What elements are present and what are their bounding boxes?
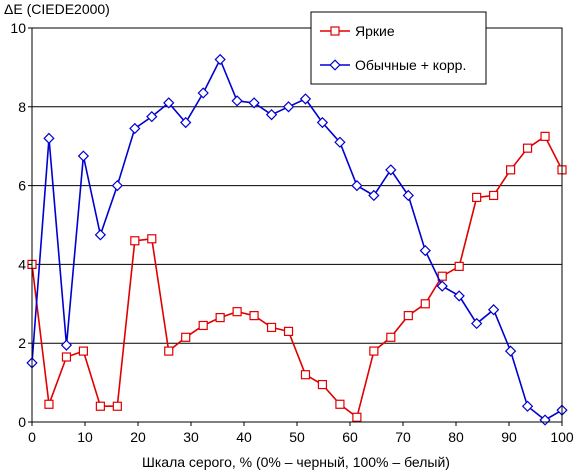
data-point: [505, 165, 516, 175]
data-point: [351, 179, 363, 192]
y-tick-label: 4: [18, 256, 26, 272]
data-point: [266, 322, 277, 333]
data-point: [129, 122, 141, 135]
data-point: [248, 97, 260, 109]
data-point: [369, 346, 379, 356]
data-point: [78, 346, 89, 356]
data-point: [146, 111, 158, 123]
plot-area-border: [31, 27, 563, 423]
y-tick-label: 0: [18, 414, 26, 430]
data-point: [249, 311, 259, 321]
data-point: [282, 101, 295, 113]
data-point: [420, 299, 430, 309]
legend-label: Обычные + корр.: [355, 57, 466, 73]
data-point: [352, 412, 362, 422]
data-point: [436, 280, 448, 292]
data-point: [299, 93, 312, 105]
data-point: [317, 379, 328, 390]
data-point: [43, 132, 55, 144]
x-tick-label: 50: [289, 429, 305, 445]
data-point: [231, 95, 243, 107]
data-point: [198, 320, 208, 331]
data-point: [540, 131, 550, 141]
x-tick-label: 90: [501, 429, 517, 445]
x-tick-label: 80: [448, 429, 464, 445]
legend-box: [310, 11, 487, 85]
data-point: [504, 345, 517, 357]
data-point: [283, 326, 294, 336]
data-point: [232, 307, 242, 317]
data-point: [215, 312, 225, 323]
series-line: [31, 135, 563, 419]
data-point: [368, 189, 380, 202]
y-tick-label: 2: [18, 335, 26, 351]
legend-item: Обычные + корр.: [320, 57, 466, 73]
x-tick-label: 10: [77, 429, 93, 445]
data-point: [180, 116, 192, 129]
legend-label: Яркие: [355, 23, 395, 39]
data-point: [130, 236, 140, 246]
series-2: [26, 53, 568, 426]
data-point: [489, 190, 499, 201]
x-tick-label: 100: [550, 429, 574, 445]
data-point: [147, 234, 157, 244]
legend: Яркие Обычные + корр.: [310, 11, 487, 85]
x-tick-label: 40: [236, 429, 252, 445]
x-tick-label: 20: [130, 429, 146, 445]
data-point: [471, 317, 483, 330]
data-point: [403, 311, 413, 321]
data-point: [316, 116, 329, 129]
x-tick-label: 60: [342, 429, 358, 445]
y-tick-label: 6: [18, 178, 26, 194]
data-point: [454, 261, 464, 271]
y-tick-label: 10: [10, 20, 26, 36]
data-point: [181, 332, 191, 342]
x-tick-label: 0: [28, 429, 36, 445]
data-point: [77, 150, 90, 162]
x-tick-label: 70: [395, 429, 411, 445]
data-point: [163, 97, 175, 109]
data-point: [214, 53, 226, 66]
data-point: [94, 229, 107, 241]
data-point: [60, 339, 73, 351]
data-point: [334, 136, 346, 148]
x-axis-title: Шкала серого, % (0% – черный, 100% – бел…: [142, 454, 450, 470]
data-point: [385, 164, 397, 176]
series-line: [31, 57, 563, 421]
data-point: [95, 401, 105, 411]
series-1: [27, 131, 567, 422]
data-point: [521, 400, 534, 412]
data-point: [386, 332, 396, 342]
series-layer: [26, 53, 568, 426]
data-point: [472, 192, 482, 203]
data-point: [111, 179, 123, 192]
gridlines: [32, 106, 562, 344]
data-point: [265, 109, 278, 121]
data-point: [402, 189, 414, 202]
data-point: [61, 352, 72, 362]
x-tick-label: 30: [183, 429, 199, 445]
data-point: [44, 399, 54, 409]
data-point: [522, 143, 533, 153]
data-point: [487, 304, 500, 316]
data-point: [112, 401, 122, 411]
data-point: [164, 346, 174, 356]
data-point: [335, 399, 345, 409]
legend-item: Яркие: [320, 23, 395, 39]
data-point: [419, 244, 431, 257]
y-tick-label: 8: [18, 99, 26, 115]
legend-marker: [329, 59, 341, 71]
data-point: [197, 87, 209, 99]
legend-marker: [330, 26, 340, 36]
data-point: [453, 290, 465, 302]
data-point: [300, 370, 311, 380]
y-axis-title: ΔE (CIEDE2000): [4, 1, 110, 17]
